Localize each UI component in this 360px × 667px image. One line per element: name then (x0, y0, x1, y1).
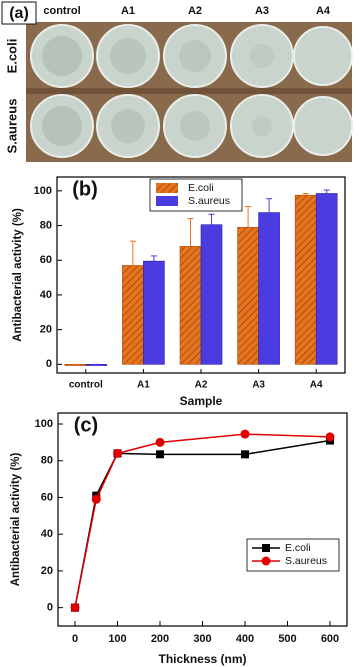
row-label: S.aureus (4, 99, 19, 154)
photo-panel: (a) control A1 A2 A3 A4 E.coli S.aureus (0, 0, 360, 162)
marker (155, 437, 165, 447)
column-label: A2 (188, 5, 202, 17)
x-axis-label: Sample (180, 394, 223, 408)
row-header (0, 22, 26, 162)
column-label: A4 (316, 5, 331, 17)
bar (179, 246, 202, 365)
bar (122, 265, 144, 365)
x-tick-label: 600 (321, 633, 339, 645)
y-tick-label: 100 (35, 418, 53, 430)
legend-swatch (156, 183, 178, 193)
legend-marker (262, 544, 270, 552)
x-tick-label: 100 (108, 633, 126, 645)
legend-swatch (156, 196, 178, 206)
column-label: A3 (255, 5, 269, 17)
legend-marker (261, 556, 271, 566)
x-tick-label: control (69, 380, 103, 391)
x-tick-label: 200 (151, 633, 169, 645)
bar (294, 194, 317, 365)
legend-label: E.coli (188, 182, 214, 194)
marker (240, 429, 250, 439)
y-tick-label: 0 (47, 602, 53, 614)
panel-label-box (1, 1, 37, 25)
y-tick-label: 80 (41, 455, 53, 467)
plot-frame (56, 176, 346, 374)
marker (325, 432, 335, 442)
panel-label: (a) (9, 5, 29, 22)
panel-label: (c) (74, 414, 98, 436)
bar (258, 212, 280, 365)
series-line (74, 433, 331, 608)
y-axis-label: Antibacterial activity (%) (10, 453, 22, 587)
y-tick-label: 20 (41, 565, 53, 577)
legend-label: S.aureus (188, 195, 230, 207)
bar (315, 193, 338, 365)
x-tick-label: A2 (195, 380, 208, 391)
x-tick-label: A3 (252, 380, 265, 391)
y-tick-label: 60 (41, 491, 53, 503)
series-line (74, 439, 331, 608)
bar (237, 227, 259, 365)
bar (200, 224, 223, 365)
wood-seam (26, 88, 352, 94)
y-tick-label: 40 (41, 528, 53, 540)
legend-box (246, 538, 340, 572)
x-tick-label: A4 (310, 380, 323, 391)
panel-label: (b) (72, 178, 98, 200)
y-tick-label: 20 (40, 324, 52, 336)
y-tick-label: 80 (40, 219, 52, 231)
column-label: control (43, 5, 80, 17)
marker (113, 448, 122, 458)
legend-label: S.aureus (285, 555, 327, 567)
x-tick-label: A1 (137, 380, 150, 391)
colonies (42, 36, 274, 146)
y-tick-label: 100 (34, 185, 52, 197)
x-tick-label: 400 (236, 633, 254, 645)
y-tick-label: 40 (40, 289, 52, 301)
column-label: A1 (121, 5, 135, 17)
column-header (0, 0, 360, 22)
x-tick-label: 500 (278, 633, 296, 645)
x-tick-label: 0 (72, 633, 78, 645)
y-tick-label: 60 (40, 254, 52, 266)
x-tick-label: 300 (193, 633, 211, 645)
marker (91, 494, 101, 504)
petri-dishes (30, 24, 353, 158)
x-axis-label: Thickness (nm) (158, 652, 246, 666)
y-axis-label: Antibacterial activity (%) (12, 208, 24, 342)
marker (156, 450, 164, 459)
legend-label: E.coli (285, 542, 311, 554)
marker (70, 603, 80, 613)
row-label: E.coli (4, 39, 19, 74)
bar (143, 260, 165, 365)
plot-frame (57, 412, 348, 627)
y-tick-label: 0 (46, 358, 52, 370)
marker (241, 450, 249, 459)
